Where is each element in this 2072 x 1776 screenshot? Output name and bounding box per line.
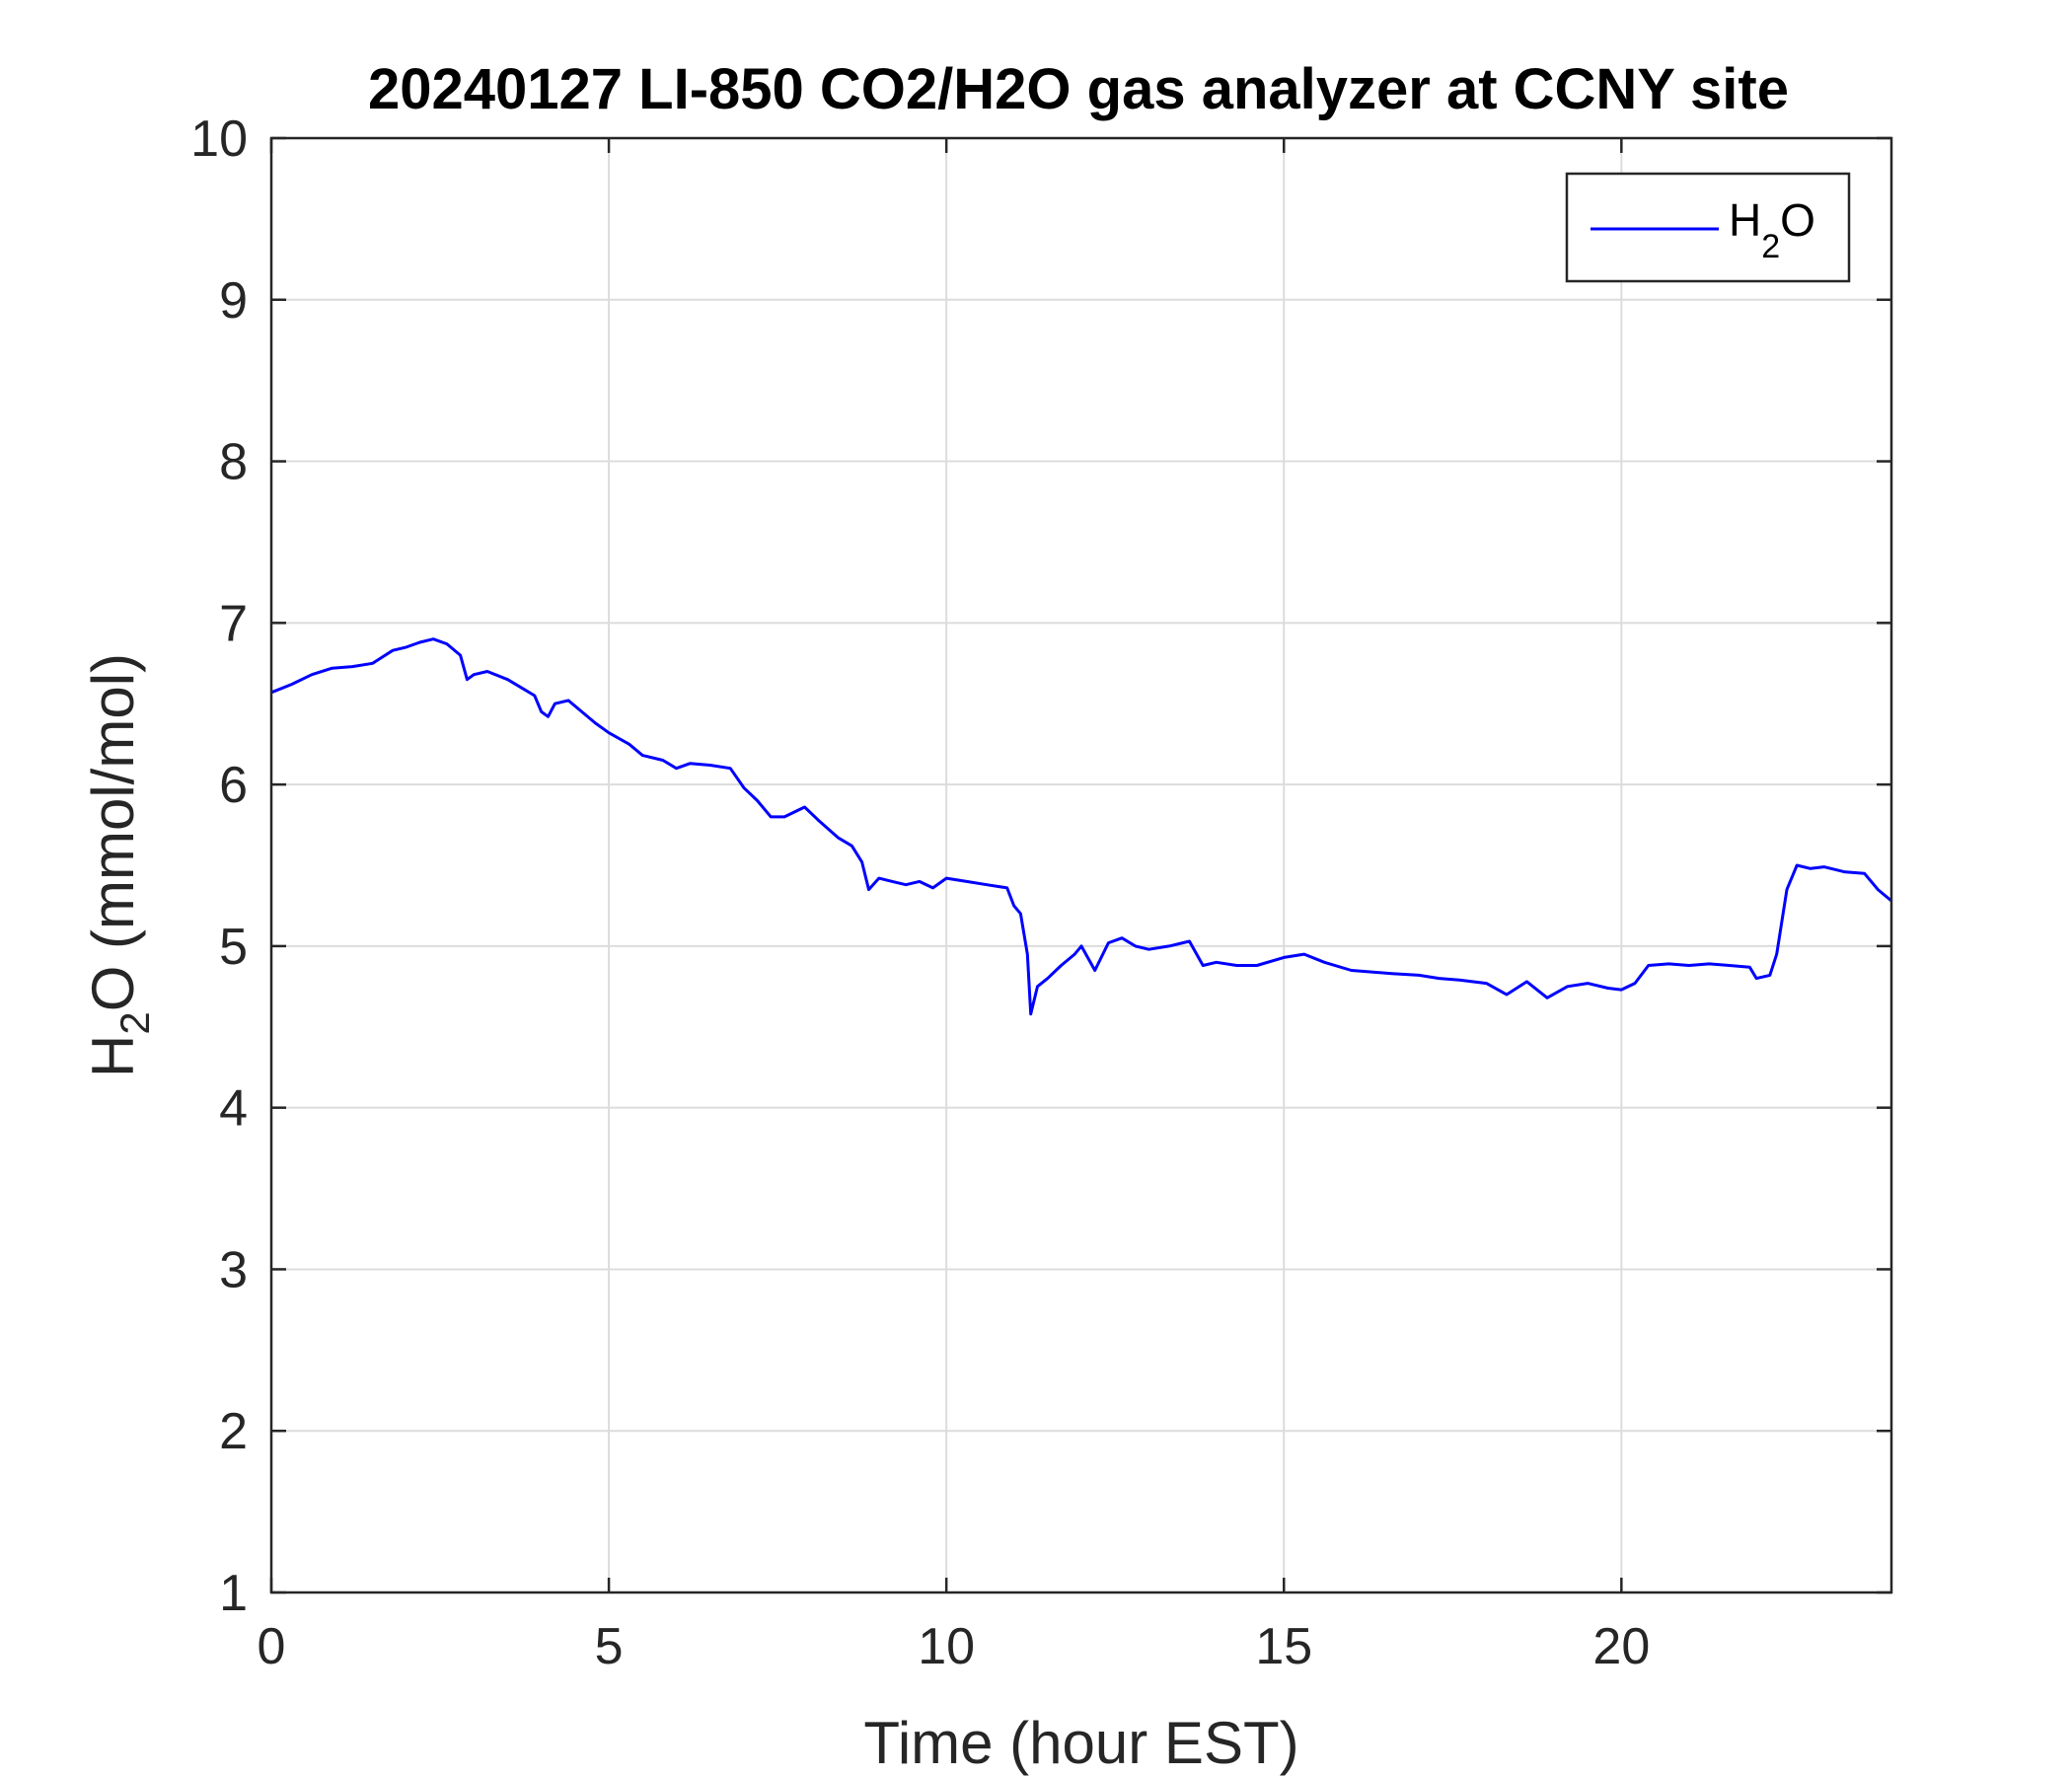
y-tick-label: 9 xyxy=(219,272,248,330)
x-tick-label: 15 xyxy=(1255,1618,1312,1675)
legend: H2O xyxy=(1565,172,1851,283)
x-tick-label: 20 xyxy=(1592,1618,1650,1675)
y-tick-label: 4 xyxy=(219,1080,248,1138)
y-axis-label-rest: O (mmol/mol) xyxy=(80,653,146,1011)
y-tick-label: 6 xyxy=(219,757,248,814)
x-tick-label: 10 xyxy=(918,1618,975,1675)
y-tick-label: 1 xyxy=(219,1565,248,1622)
y-axis-label-subscript: 2 xyxy=(111,1011,158,1034)
x-axis-label: Time (hour EST) xyxy=(863,1710,1298,1776)
y-tick-label: 5 xyxy=(219,919,248,976)
grid-lines xyxy=(271,138,1891,1592)
x-tick-label: 5 xyxy=(595,1618,624,1675)
y-tick-label: 3 xyxy=(219,1241,248,1298)
legend-label-rest: O xyxy=(1780,194,1815,246)
y-tick-label: 7 xyxy=(219,595,248,652)
legend-label-subscript: 2 xyxy=(1761,228,1780,265)
y-tick-label: 2 xyxy=(219,1403,248,1460)
legend-label-main: H xyxy=(1729,194,1761,246)
series-group xyxy=(270,637,1892,1016)
x-tick-labels: 0 5 10 15 20 xyxy=(258,1618,1651,1675)
y-tick-labels: 1 2 3 4 5 6 7 8 9 10 xyxy=(190,111,248,1622)
series-line-h2o xyxy=(270,637,1892,1016)
y-axis-label: H2O (mmol/mol) xyxy=(80,653,158,1077)
y-axis-label-main: H xyxy=(80,1035,146,1077)
legend-label: H2O xyxy=(1729,194,1815,265)
x-tick-label: 0 xyxy=(258,1618,286,1675)
chart-title: 20240127 LI-850 CO2/H2O gas analyzer at … xyxy=(368,57,1789,121)
y-tick-label: 10 xyxy=(190,111,248,168)
plot-area-frame xyxy=(269,136,1893,1594)
axis-ticks xyxy=(269,136,1891,1594)
y-tick-label: 8 xyxy=(219,434,248,491)
